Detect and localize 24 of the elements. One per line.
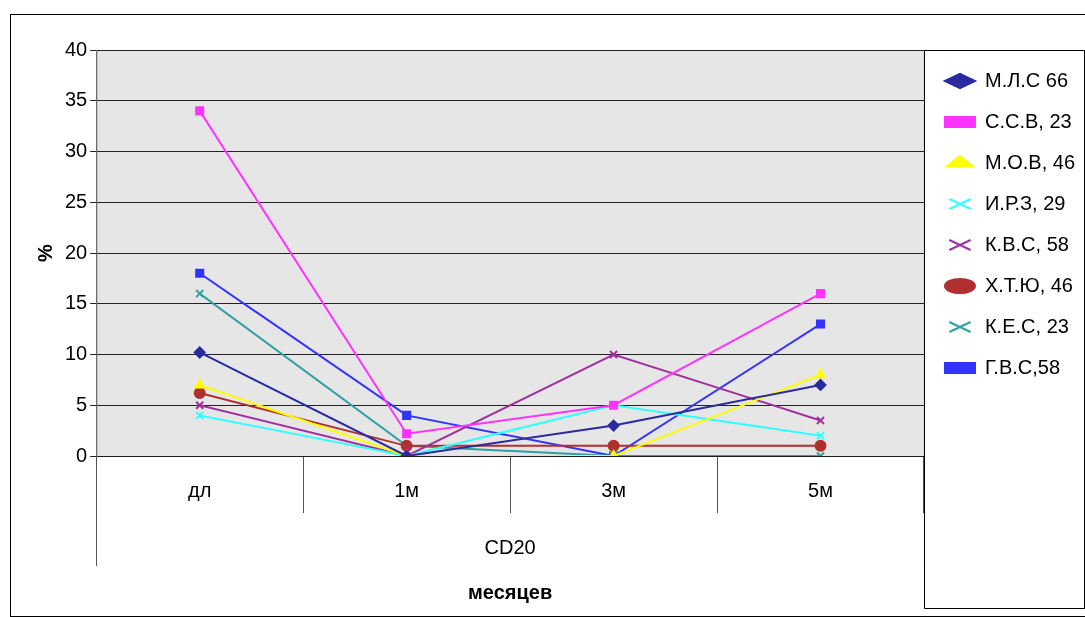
y-tick-label: 10 <box>65 342 88 365</box>
x-axis-title: месяцев <box>468 580 553 603</box>
y-tick-label: 40 <box>65 37 88 60</box>
legend-label: Г.В.С,58 <box>984 355 1061 378</box>
x-tick-label: 5м <box>808 478 833 501</box>
legend-label: М.О.В, 46 <box>984 150 1075 173</box>
y-tick-label: 30 <box>65 139 88 162</box>
y-axis-title: % <box>33 243 56 262</box>
legend-label: К.Е.С, 23 <box>984 314 1069 337</box>
y-tick-label: 5 <box>76 392 88 415</box>
y-tick-label: 0 <box>76 443 88 466</box>
text: CD20 <box>484 535 536 558</box>
y-tick-label: 35 <box>65 88 88 111</box>
x-tick-label: дл <box>188 478 212 501</box>
legend-label: И.Р.З, 29 <box>984 191 1066 214</box>
y-tick-label: 20 <box>65 240 88 263</box>
legend-label: С.С.В, 23 <box>984 109 1072 132</box>
x-tick-label: 3м <box>601 478 627 501</box>
legend-label: М.Л.С 66 <box>984 68 1069 91</box>
legend-label: К.В.С, 58 <box>984 232 1069 255</box>
y-tick-label: 15 <box>65 291 88 314</box>
legend-label: Х.Т.Ю, 46 <box>984 273 1073 296</box>
y-tick-label: 25 <box>65 189 88 212</box>
x-tick-label: 1м <box>394 478 420 501</box>
